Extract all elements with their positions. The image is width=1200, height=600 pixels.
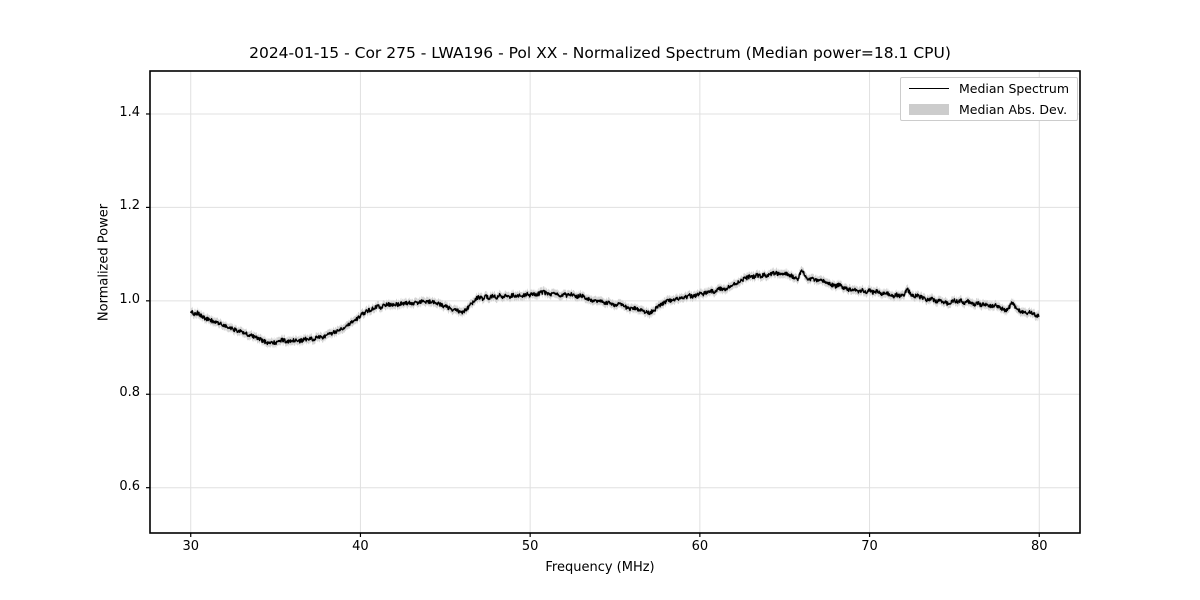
legend: Median Spectrum Median Abs. Dev. [900, 77, 1078, 121]
legend-label: Median Abs. Dev. [959, 102, 1068, 117]
x-tick-label: 70 [861, 539, 878, 554]
legend-patch-swatch-icon [909, 104, 949, 115]
y-tick-label: 0.8 [119, 385, 140, 401]
x-tick-label: 60 [691, 539, 709, 554]
legend-line-swatch-icon [909, 88, 949, 89]
y-tick-label: 1.0 [119, 291, 140, 307]
x-tick-label: 80 [1030, 539, 1048, 554]
y-tick-label: 0.6 [119, 478, 140, 494]
chart-title: 2024-01-15 - Cor 275 - LWA196 - Pol XX -… [249, 44, 951, 62]
legend-label: Median Spectrum [959, 81, 1070, 96]
x-tick-label: 30 [182, 539, 199, 554]
y-tick-label: 1.4 [119, 104, 140, 120]
y-tick-label: 1.2 [119, 198, 140, 214]
x-tick-label: 40 [352, 539, 369, 554]
x-axis-label: Frequency (MHz) [545, 560, 655, 575]
legend-item-median-spectrum: Median Spectrum [901, 78, 1077, 99]
y-axis-label: Normalized Power [96, 203, 112, 322]
legend-item-median-abs-dev: Median Abs. Dev. [901, 99, 1077, 120]
x-tick-label: 50 [521, 539, 539, 554]
